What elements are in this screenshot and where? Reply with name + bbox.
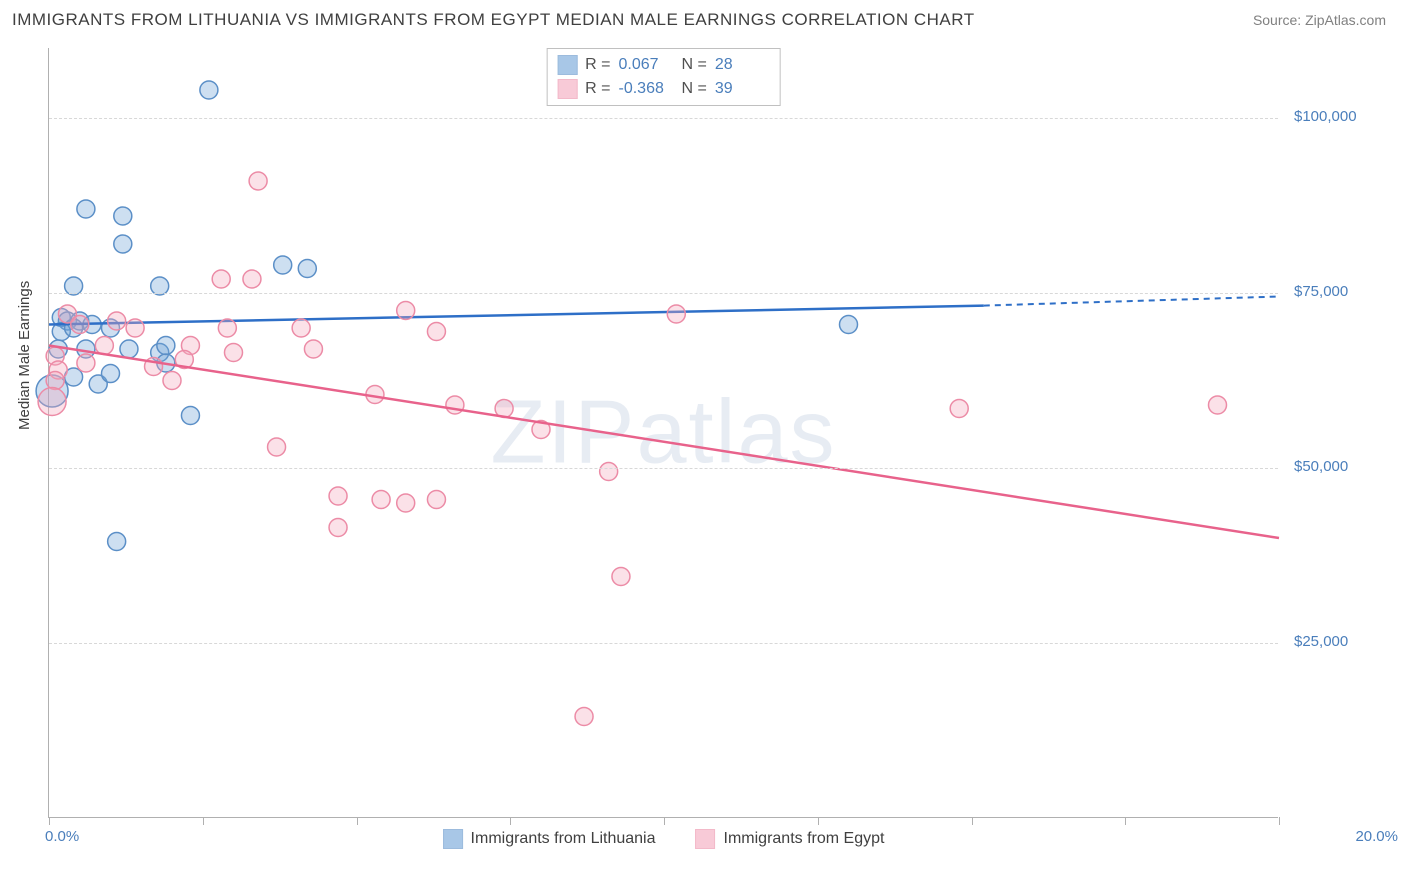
scatter-plot <box>49 48 1278 817</box>
data-point <box>163 372 181 390</box>
data-point <box>108 533 126 551</box>
legend-swatch <box>557 79 577 99</box>
legend-swatch <box>696 829 716 849</box>
data-point <box>292 319 310 337</box>
y-tick-label: $100,000 <box>1294 108 1384 125</box>
data-point <box>38 388 66 416</box>
series-name: Immigrants from Egypt <box>724 830 885 848</box>
x-tick <box>972 817 973 825</box>
data-point <box>114 207 132 225</box>
data-point <box>667 305 685 323</box>
legend-item: Immigrants from Egypt <box>696 829 885 849</box>
data-point <box>427 323 445 341</box>
y-tick-label: $50,000 <box>1294 458 1384 475</box>
gridline <box>49 293 1278 294</box>
x-tick <box>818 817 819 825</box>
legend-swatch <box>557 55 577 75</box>
data-point <box>212 270 230 288</box>
data-point <box>298 260 316 278</box>
data-point <box>397 494 415 512</box>
gridline <box>49 643 1278 644</box>
data-point <box>950 400 968 418</box>
data-point <box>181 407 199 425</box>
x-tick <box>49 817 50 825</box>
x-tick <box>510 817 511 825</box>
data-point <box>329 487 347 505</box>
stat-label: R = <box>585 56 610 74</box>
data-point <box>372 491 390 509</box>
x-tick <box>357 817 358 825</box>
x-tick <box>1279 817 1280 825</box>
y-axis-label: Median Male Earnings <box>16 281 33 430</box>
data-point <box>249 172 267 190</box>
data-point <box>329 519 347 537</box>
data-point <box>120 340 138 358</box>
y-tick-label: $75,000 <box>1294 283 1384 300</box>
series-name: Immigrants from Lithuania <box>471 830 656 848</box>
data-point <box>840 316 858 334</box>
stats-row: R = -0.368 N = 39 <box>557 77 770 101</box>
data-point <box>108 312 126 330</box>
data-point <box>304 340 322 358</box>
n-value: 39 <box>715 80 770 98</box>
x-tick <box>203 817 204 825</box>
data-point <box>575 708 593 726</box>
legend-swatch <box>443 829 463 849</box>
gridline <box>49 118 1278 119</box>
data-point <box>600 463 618 481</box>
data-point <box>95 337 113 355</box>
data-point <box>446 396 464 414</box>
stat-label: R = <box>585 80 610 98</box>
stat-label: N = <box>682 80 707 98</box>
data-point <box>77 200 95 218</box>
data-point <box>274 256 292 274</box>
stat-label: N = <box>682 56 707 74</box>
x-tick <box>664 817 665 825</box>
data-point <box>1209 396 1227 414</box>
data-point <box>397 302 415 320</box>
series-legend: Immigrants from Lithuania Immigrants from… <box>443 829 885 849</box>
data-point <box>77 354 95 372</box>
data-point <box>427 491 445 509</box>
legend-item: Immigrants from Lithuania <box>443 829 656 849</box>
chart-title: IMMIGRANTS FROM LITHUANIA VS IMMIGRANTS … <box>12 10 975 30</box>
trend-line-extrapolated <box>984 297 1279 306</box>
data-point <box>71 316 89 334</box>
y-tick-label: $25,000 <box>1294 633 1384 650</box>
chart-area: ZIPatlas R = 0.067 N = 28 R = -0.368 N =… <box>48 48 1278 818</box>
data-point <box>243 270 261 288</box>
x-tick-label: 20.0% <box>1355 828 1398 845</box>
data-point <box>102 365 120 383</box>
stats-legend: R = 0.067 N = 28 R = -0.368 N = 39 <box>546 48 781 106</box>
data-point <box>612 568 630 586</box>
n-value: 28 <box>715 56 770 74</box>
gridline <box>49 468 1278 469</box>
r-value: -0.368 <box>619 80 674 98</box>
data-point <box>126 319 144 337</box>
source-label: Source: ZipAtlas.com <box>1253 12 1386 28</box>
data-point <box>114 235 132 253</box>
data-point <box>200 81 218 99</box>
data-point <box>225 344 243 362</box>
data-point <box>157 337 175 355</box>
r-value: 0.067 <box>619 56 674 74</box>
stats-row: R = 0.067 N = 28 <box>557 53 770 77</box>
data-point <box>46 372 64 390</box>
trend-line <box>49 346 1279 539</box>
x-tick <box>1125 817 1126 825</box>
x-tick-label: 0.0% <box>45 828 79 845</box>
data-point <box>268 438 286 456</box>
data-point <box>218 319 236 337</box>
